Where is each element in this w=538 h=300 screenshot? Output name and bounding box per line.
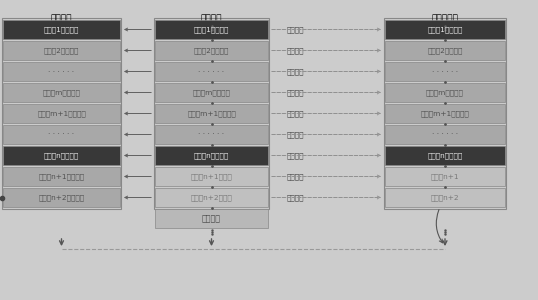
Text: 时间点2，已记录: 时间点2，已记录 [44,47,79,54]
Text: 没有复制: 没有复制 [286,194,304,201]
Bar [155,209,268,228]
Text: 时间点n+1，已记录: 时间点n+1，已记录 [38,173,84,180]
Text: 时间点m，已记录: 时间点m，已记录 [43,89,81,96]
Bar [155,104,268,123]
Text: 时间点n+2: 时间点n+2 [431,194,459,201]
Text: 时间点1，已提交: 时间点1，已提交 [194,26,229,33]
Text: 时间点n，已装载: 时间点n，已装载 [427,152,463,159]
Bar [3,146,120,165]
Text: 时间点1，已装载: 时间点1，已装载 [427,26,463,33]
Text: · · · · · ·: · · · · · · [432,68,458,74]
Text: 时间点m+1，已提交: 时间点m+1，已提交 [187,110,236,117]
Text: 时间点n，已提交: 时间点n，已提交 [194,152,229,159]
Text: 源端日志: 源端日志 [201,14,222,23]
Text: 系统宕机: 系统宕机 [202,214,221,223]
Bar [155,125,268,144]
Text: 时间点2，已提交: 时间点2，已提交 [194,47,229,54]
Text: 时间点n，已记录: 时间点n，已记录 [44,152,79,159]
Text: 时间点1，已记录: 时间点1，已记录 [44,26,79,33]
Text: 时间点m+1，已装载: 时间点m+1，已装载 [421,110,469,117]
Bar [155,146,268,165]
Text: 已经复制: 已经复制 [286,26,304,33]
Text: · · · · · ·: · · · · · · [432,131,458,137]
Bar [155,188,268,207]
Bar [3,41,120,60]
Bar [385,20,505,39]
Bar [385,188,505,207]
Bar [155,20,268,39]
Bar [385,104,505,123]
Text: 时间点n+2，已记录: 时间点n+2，已记录 [38,194,84,201]
Bar [384,18,506,209]
Bar [154,18,269,209]
Bar [3,83,120,102]
Text: 已经复制: 已经复制 [286,131,304,138]
Text: 交易记录: 交易记录 [51,14,72,23]
Text: 时间点m+1，已记录: 时间点m+1，已记录 [37,110,86,117]
Text: 时间点m，已提交: 时间点m，已提交 [193,89,230,96]
Bar [2,18,121,209]
Bar [385,125,505,144]
Bar [385,41,505,60]
Text: · · · · · ·: · · · · · · [199,68,224,74]
Text: 已经复制: 已经复制 [286,110,304,117]
Bar [385,167,505,186]
Bar [3,167,120,186]
Bar [3,188,120,207]
Text: 时间点n+1，提交: 时间点n+1，提交 [190,173,232,180]
Bar [385,62,505,81]
Text: 时间点m，已装载: 时间点m，已装载 [426,89,464,96]
Text: 时间点2，已装载: 时间点2，已装载 [427,47,463,54]
Bar [155,41,268,60]
Bar [155,167,268,186]
Bar [385,83,505,102]
Text: 已经复制: 已经复制 [286,152,304,159]
Bar [3,20,120,39]
Text: 时间点n+2，提交: 时间点n+2，提交 [190,194,232,201]
Text: · · · · · ·: · · · · · · [48,68,75,74]
Bar [155,83,268,102]
Text: 已经复制: 已经复制 [286,68,304,75]
Bar [3,104,120,123]
Bar [3,62,120,81]
Bar [155,62,268,81]
Text: · · · · · ·: · · · · · · [199,131,224,137]
Text: 目标端日志: 目标端日志 [431,14,458,23]
Text: 时间点n+1: 时间点n+1 [431,173,459,180]
Text: 没有复制: 没有复制 [286,173,304,180]
Bar [385,146,505,165]
Text: 已经复制: 已经复制 [286,47,304,54]
Text: · · · · · ·: · · · · · · [48,131,75,137]
Bar [3,125,120,144]
Text: 已经复制: 已经复制 [286,89,304,96]
